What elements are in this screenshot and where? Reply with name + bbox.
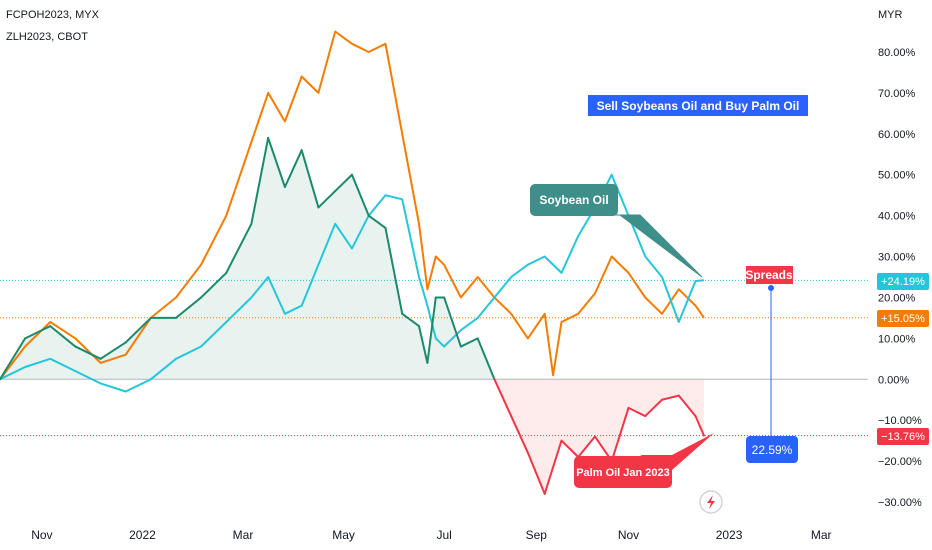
soybean-callout-text: Soybean Oil [539,193,608,207]
spread-series-segment [267,136,286,188]
y-tick-label: 70.00% [878,88,916,100]
spread-series-segment [200,271,228,299]
headline-text: Sell Soybeans Oil and Buy Palm Oil [597,99,800,113]
x-tick-label: 2022 [129,528,156,542]
spread-series-segment [543,439,563,495]
palm-price-badge-text: +15.05% [881,313,925,325]
spread-series-segment [225,222,253,274]
spread-series-segment [49,325,77,348]
spread-series-segment [426,296,437,364]
soybean-callout-pointer [600,214,703,278]
spread-series-segment [74,345,102,360]
axis-currency-label: MYR [878,9,903,21]
spread-series-segment [610,406,630,463]
spread-series-segment [99,341,127,360]
y-tick-label: 60.00% [878,129,916,141]
palm-series-line [0,30,705,380]
spread-series-segment [493,378,513,418]
soy-price-badge [877,273,929,290]
y-tick-label: 40.00% [878,211,916,223]
spread-value-text: 22.59% [752,443,793,457]
spread-series-segment [418,325,429,364]
spread-series-segment [174,296,203,319]
x-tick-label: Mar [233,528,254,542]
spread-area-fills [0,137,704,494]
x-axis: Nov 2022 Mar May Jul Sep Nov 2023 Mar [31,528,831,542]
spread-price-badge-text: −13.76% [881,431,925,443]
spread-value-box [746,436,798,463]
x-tick-label: Sep [526,528,548,542]
palm-callout-box [574,456,672,488]
spread-series-segment [384,226,404,315]
spread-series-segment [124,316,152,344]
x-tick-label: 2023 [716,528,743,542]
spread-series-segment [0,337,27,381]
y-tick-label: 10.00% [878,333,916,345]
y-tick-label: 80.00% [878,47,916,59]
spread-series-segment [317,190,337,209]
spread-positive-area [0,137,704,380]
y-tick-label: 50.00% [878,170,916,182]
spread-series-segment [250,136,270,225]
spread-price-badge [877,428,929,445]
spread-series-segment [677,394,697,418]
y-tick-label: −20.00% [878,456,922,468]
spread-series-segment [367,214,387,229]
spread-negative-area [0,379,704,494]
soy-price-badge-text: +24.19% [881,276,925,288]
spread-series-segment [694,415,705,437]
x-tick-label: May [332,528,355,542]
palm-price-badge [877,310,929,327]
spread-series-segment [24,325,52,340]
y-tick-label: 0.00% [878,374,909,386]
spread-measure-dot [768,285,774,291]
headline-box [588,95,808,116]
spread-series-segment [350,173,370,217]
spread-series-segment [300,149,320,209]
legend-series-soy[interactable]: ZLH2023, CBOT [6,31,88,43]
x-tick-label: Nov [618,528,639,542]
x-tick-label: Jul [436,528,451,542]
spread-series-segment [526,451,546,495]
palm-callout-text: Palm Oil Jan 2023 [576,467,670,479]
y-tick-label: 30.00% [878,252,916,264]
spread-series-segment [560,439,580,458]
legend-series-palm[interactable]: FCPOH2023, MYX [6,9,99,21]
spread-series-segment [401,312,420,328]
spread-series-segment [459,337,479,348]
flash-icon-ring[interactable] [699,490,723,514]
spread-series-segment [510,415,529,454]
x-tick-label: Mar [811,528,832,542]
y-tick-label: 20.00% [878,292,916,304]
spread-series-segment [476,337,496,381]
spread-series-segment [644,398,664,418]
y-tick-label: −30.00% [878,497,922,509]
soybean-callout-box [530,184,618,216]
spreads-label-text: Spreads [745,268,793,282]
spread-series-segment [334,173,353,193]
spread-series-segment [577,435,596,458]
spreads-label-box [746,266,793,284]
x-tick-label: Nov [31,528,52,542]
spread-series-segment [661,394,680,401]
y-tick-label: −10.00% [878,415,922,427]
spread-series-segment [283,149,303,188]
y-axis: 80.00% 70.00% 60.00% 50.00% 40.00% 30.00% 20.0… [878,47,922,509]
spread-series-segment [443,296,462,348]
spread-series-segment [627,406,647,418]
flash-icon[interactable] [707,495,715,509]
